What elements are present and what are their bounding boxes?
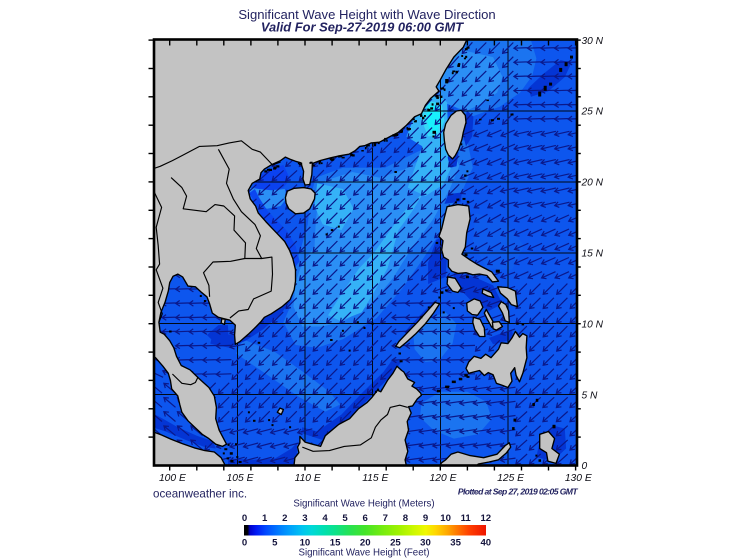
svg-text:12: 12 xyxy=(480,513,491,524)
svg-text:Plotted at Sep 27, 2019 02:05: Plotted at Sep 27, 2019 02:05 GMT xyxy=(458,487,579,497)
svg-text:1: 1 xyxy=(262,513,268,524)
svg-text:20: 20 xyxy=(360,538,371,549)
svg-text:20 N: 20 N xyxy=(581,178,604,189)
svg-text:35: 35 xyxy=(450,538,461,549)
svg-text:100 E: 100 E xyxy=(159,473,186,484)
svg-text:25: 25 xyxy=(390,538,401,549)
svg-text:30 N: 30 N xyxy=(582,36,604,47)
svg-text:7: 7 xyxy=(383,513,388,524)
svg-text:110 E: 110 E xyxy=(295,473,321,484)
svg-text:4: 4 xyxy=(322,513,328,524)
svg-text:10 N: 10 N xyxy=(582,319,604,330)
svg-text:Significant Wave Height with W: Significant Wave Height with Wave Direct… xyxy=(238,7,495,22)
svg-text:Significant Wave Height (Meter: Significant Wave Height (Meters) xyxy=(293,499,434,510)
svg-text:Valid For Sep-27-2019 06:00 GM: Valid For Sep-27-2019 06:00 GMT xyxy=(261,20,464,35)
svg-text:125 E: 125 E xyxy=(497,473,524,484)
svg-text:Significant Wave Height (Feet): Significant Wave Height (Feet) xyxy=(298,548,429,559)
svg-text:15 N: 15 N xyxy=(582,249,604,260)
svg-text:11: 11 xyxy=(461,513,472,524)
svg-text:115 E: 115 E xyxy=(362,473,388,484)
svg-text:15: 15 xyxy=(330,538,341,549)
svg-text:5 N: 5 N xyxy=(582,390,598,401)
svg-text:5: 5 xyxy=(272,538,278,549)
svg-text:6: 6 xyxy=(363,513,368,524)
svg-text:5: 5 xyxy=(342,513,348,524)
svg-text:25 N: 25 N xyxy=(581,107,604,118)
svg-text:oceanweather inc.: oceanweather inc. xyxy=(153,488,247,501)
svg-text:120 E: 120 E xyxy=(430,473,457,484)
svg-text:130 E: 130 E xyxy=(565,473,592,484)
svg-text:40: 40 xyxy=(480,538,491,549)
svg-text:9: 9 xyxy=(423,513,428,524)
svg-text:0: 0 xyxy=(582,461,588,472)
svg-text:30: 30 xyxy=(420,538,431,549)
svg-text:0: 0 xyxy=(242,538,247,549)
svg-text:3: 3 xyxy=(302,513,307,524)
svg-text:105 E: 105 E xyxy=(227,473,254,484)
svg-text:2: 2 xyxy=(282,513,287,524)
svg-text:10: 10 xyxy=(300,538,311,549)
svg-text:10: 10 xyxy=(440,513,451,524)
svg-text:8: 8 xyxy=(403,513,409,524)
svg-text:0: 0 xyxy=(242,513,247,524)
